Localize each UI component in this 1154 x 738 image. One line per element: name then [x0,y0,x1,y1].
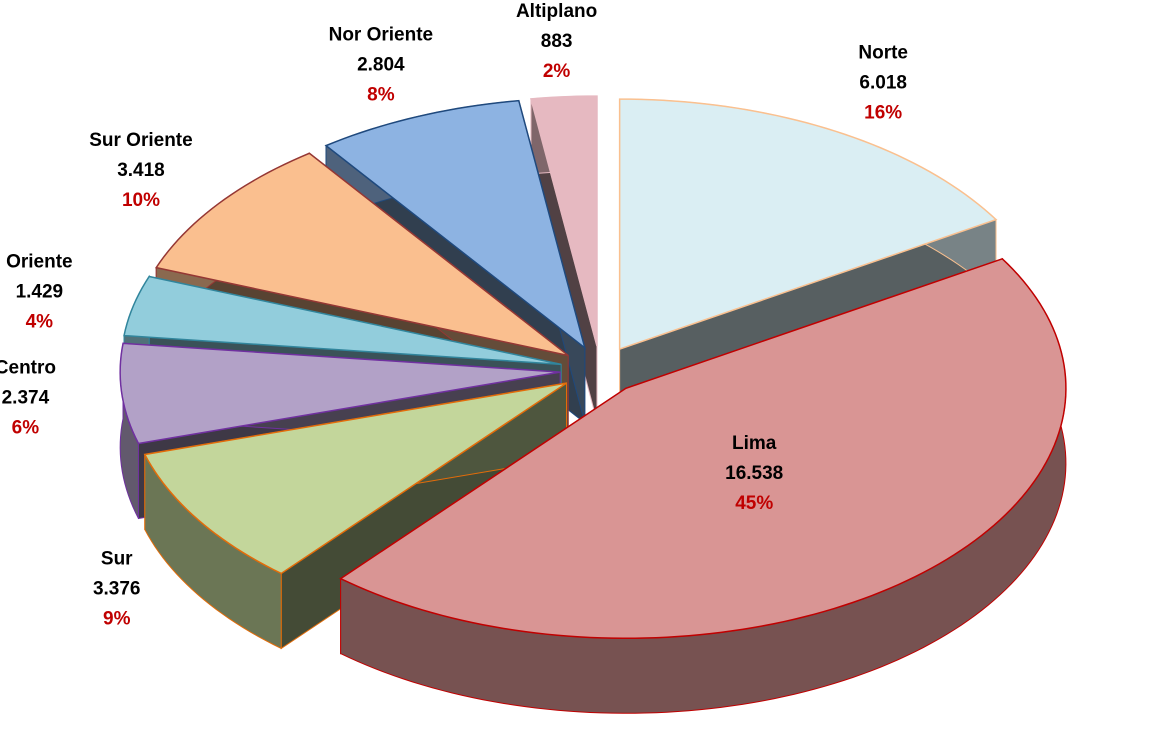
slice-percent: 8% [367,85,395,106]
slice-name: Oriente [6,252,73,273]
slice-percent: 4% [26,312,54,333]
slice-value: 1.429 [16,282,64,303]
slice-value: 3.418 [117,160,165,181]
slice-value: 2.374 [2,388,50,409]
slice-percent: 10% [122,190,160,211]
slice [530,95,598,347]
slice [143,382,567,575]
slice-name: Sur [101,549,133,570]
slice-value: 3.376 [93,579,141,600]
slice-name: Centro [0,358,56,379]
slice [618,98,998,351]
slice-name: Lima [732,433,777,454]
slice [119,342,561,445]
slice-percent: 2% [543,61,571,82]
slice [123,275,562,366]
slice-percent: 16% [864,102,902,123]
slice-percent: 45% [735,493,773,514]
slice-value: 2.804 [357,55,405,76]
slice-percent: 9% [103,609,131,630]
slice-value: 16.538 [725,463,783,484]
slice-percent: 6% [12,418,40,439]
slice [339,257,1067,640]
slice-value: 883 [541,31,573,52]
slice-name: Altiplano [516,1,597,22]
slice-name: Sur Oriente [89,130,192,151]
slice-value: 6.018 [859,72,907,93]
slice-name: Norte [858,42,908,63]
slice [154,152,569,357]
slice-name: Nor Oriente [329,25,434,46]
slice [324,99,587,350]
